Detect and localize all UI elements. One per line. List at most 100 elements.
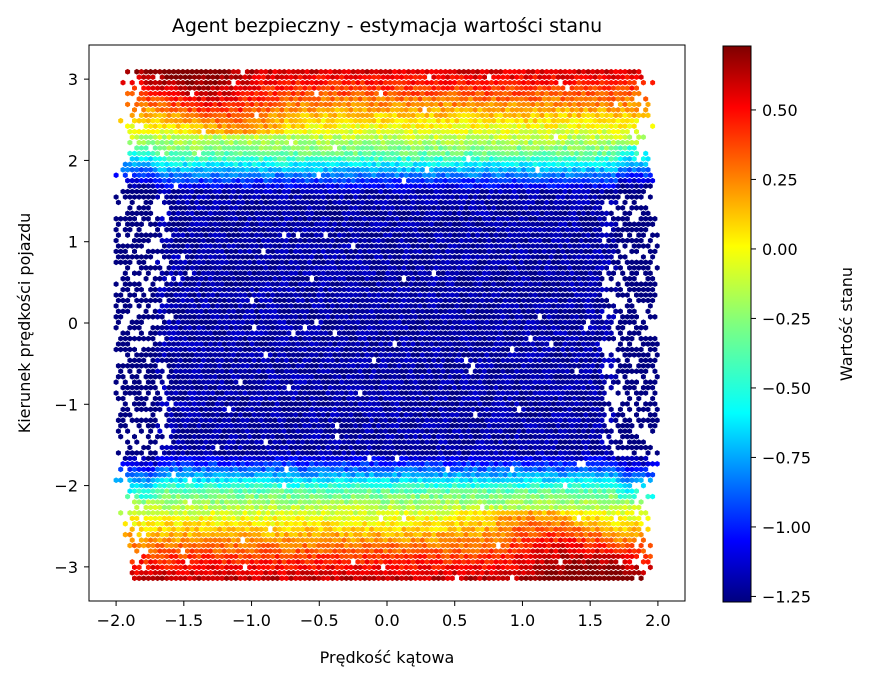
hexbin-cell: [362, 357, 368, 364]
hexbin-cell: [357, 444, 363, 451]
hexbin-cell: [436, 444, 441, 451]
hexbin-cell: [585, 439, 591, 445]
hexbin-cell: [132, 477, 137, 484]
hexbin-cell: [477, 444, 483, 451]
hexbin-cell: [157, 352, 163, 358]
hexbin-cell: [369, 352, 375, 358]
hexbin-cell: [461, 439, 467, 445]
hexbin-cell: [518, 466, 524, 473]
hexbin-cell: [479, 384, 485, 391]
hexbin-cell: [346, 363, 352, 369]
hexbin-cell: [182, 531, 188, 538]
hexbin-cell: [422, 433, 428, 440]
hexbin-cell: [376, 499, 382, 505]
hexbin-cell: [240, 559, 246, 565]
hexbin-cell: [297, 357, 303, 364]
hexbin-cell: [493, 417, 499, 424]
hexbin-cell: [576, 569, 582, 576]
hexbin-cell: [505, 379, 510, 385]
hexbin-cell: [316, 553, 322, 560]
hexbin-cell: [396, 461, 402, 467]
hexbin-cell: [636, 395, 642, 402]
hexbin-cell: [339, 357, 345, 364]
hexbin-cell: [624, 368, 630, 375]
hexbin-cell: [419, 559, 425, 565]
hexbin-cell: [562, 559, 568, 565]
hexbin-cell: [558, 363, 563, 369]
hexbin-cell: [601, 412, 607, 418]
hexbin-cell: [627, 569, 633, 576]
hexbin-cell: [138, 395, 144, 402]
hexbin-cell: [309, 548, 315, 554]
hexbin-cell: [265, 368, 271, 375]
hexbin-cell: [537, 553, 543, 560]
hexbin-cell: [389, 346, 395, 353]
hexbin-cell: [640, 537, 646, 543]
hexbin-cell: [332, 341, 338, 347]
hexbin-cell: [258, 352, 264, 358]
hexbin-cell: [454, 401, 460, 407]
hexbin-cell: [371, 390, 377, 396]
hexbin-cell: [249, 537, 255, 543]
hexbin-cell: [385, 477, 391, 484]
hexbin-cell: [463, 510, 469, 516]
hexbin-cell: [214, 390, 220, 396]
hexbin-cell: [392, 504, 398, 511]
hexbin-cell: [392, 537, 398, 543]
hexbin-cell: [475, 341, 481, 347]
hexbin-cell: [203, 330, 209, 336]
hexbin-cell: [353, 542, 358, 549]
hexbin-cell: [226, 471, 232, 478]
hexbin-cell: [426, 346, 432, 353]
hexbin-cell: [251, 553, 257, 560]
hexbin-cell: [447, 559, 453, 565]
hexbin-cell: [228, 553, 234, 560]
hexbin-cell: [507, 384, 513, 391]
hexbin-cell: [198, 352, 204, 358]
hexbin-cell: [277, 417, 283, 424]
hexbin-cell: [532, 444, 538, 451]
hexbin-cell: [145, 390, 151, 396]
hexbin-cell: [362, 520, 368, 527]
hexbin-cell: [136, 422, 142, 429]
hexbin-cell: [134, 471, 140, 478]
hexbin-cell: [189, 548, 195, 554]
hexbin-cell: [592, 553, 598, 560]
hexbin-cell: [203, 384, 209, 391]
hexbin-cell: [424, 341, 430, 347]
hexbin-cell: [143, 515, 149, 522]
hexbin-cell: [277, 395, 283, 402]
hexbin-cell: [171, 417, 177, 424]
hexbin-cell: [583, 477, 589, 484]
hexbin-cell: [196, 455, 202, 462]
hexbin-cell: [459, 564, 464, 571]
hexbin-cell: [205, 401, 211, 407]
hexbin-cell: [380, 335, 386, 342]
hexbin-cell: [486, 488, 492, 494]
hexbin-cell: [224, 510, 230, 516]
hexbin-cell: [224, 553, 230, 560]
hexbin-cell: [576, 417, 582, 424]
hexbin-cell: [507, 439, 513, 445]
hexbin-cell: [615, 510, 621, 516]
hexbin-cell: [129, 537, 135, 543]
hexbin-cell: [226, 515, 232, 522]
hexbin-cell: [290, 406, 296, 413]
hexbin-cell: [337, 537, 342, 543]
hexbin-cell: [417, 368, 423, 375]
hexbin-cell: [132, 510, 137, 516]
hexbin-cell: [461, 548, 467, 554]
hexbin-cell: [394, 531, 400, 538]
hexbin-cell: [141, 335, 147, 342]
hexbin-cell: [300, 341, 306, 347]
hexbin-cell: [265, 390, 271, 396]
hexbin-cell: [472, 368, 478, 375]
hexbin-cell: [426, 379, 432, 385]
hexbin-cell: [622, 504, 628, 511]
hexbin-cell: [171, 504, 177, 511]
hexbin-cell: [544, 395, 550, 402]
hexbin-cell: [592, 433, 598, 440]
hexbin-cell: [383, 395, 388, 402]
hexbin-cell: [399, 357, 405, 364]
hexbin-cell: [327, 515, 333, 522]
